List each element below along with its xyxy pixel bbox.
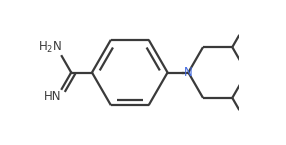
Text: HN: HN (44, 90, 62, 103)
Text: H$_2$N: H$_2$N (37, 40, 62, 55)
Text: N: N (184, 66, 192, 79)
